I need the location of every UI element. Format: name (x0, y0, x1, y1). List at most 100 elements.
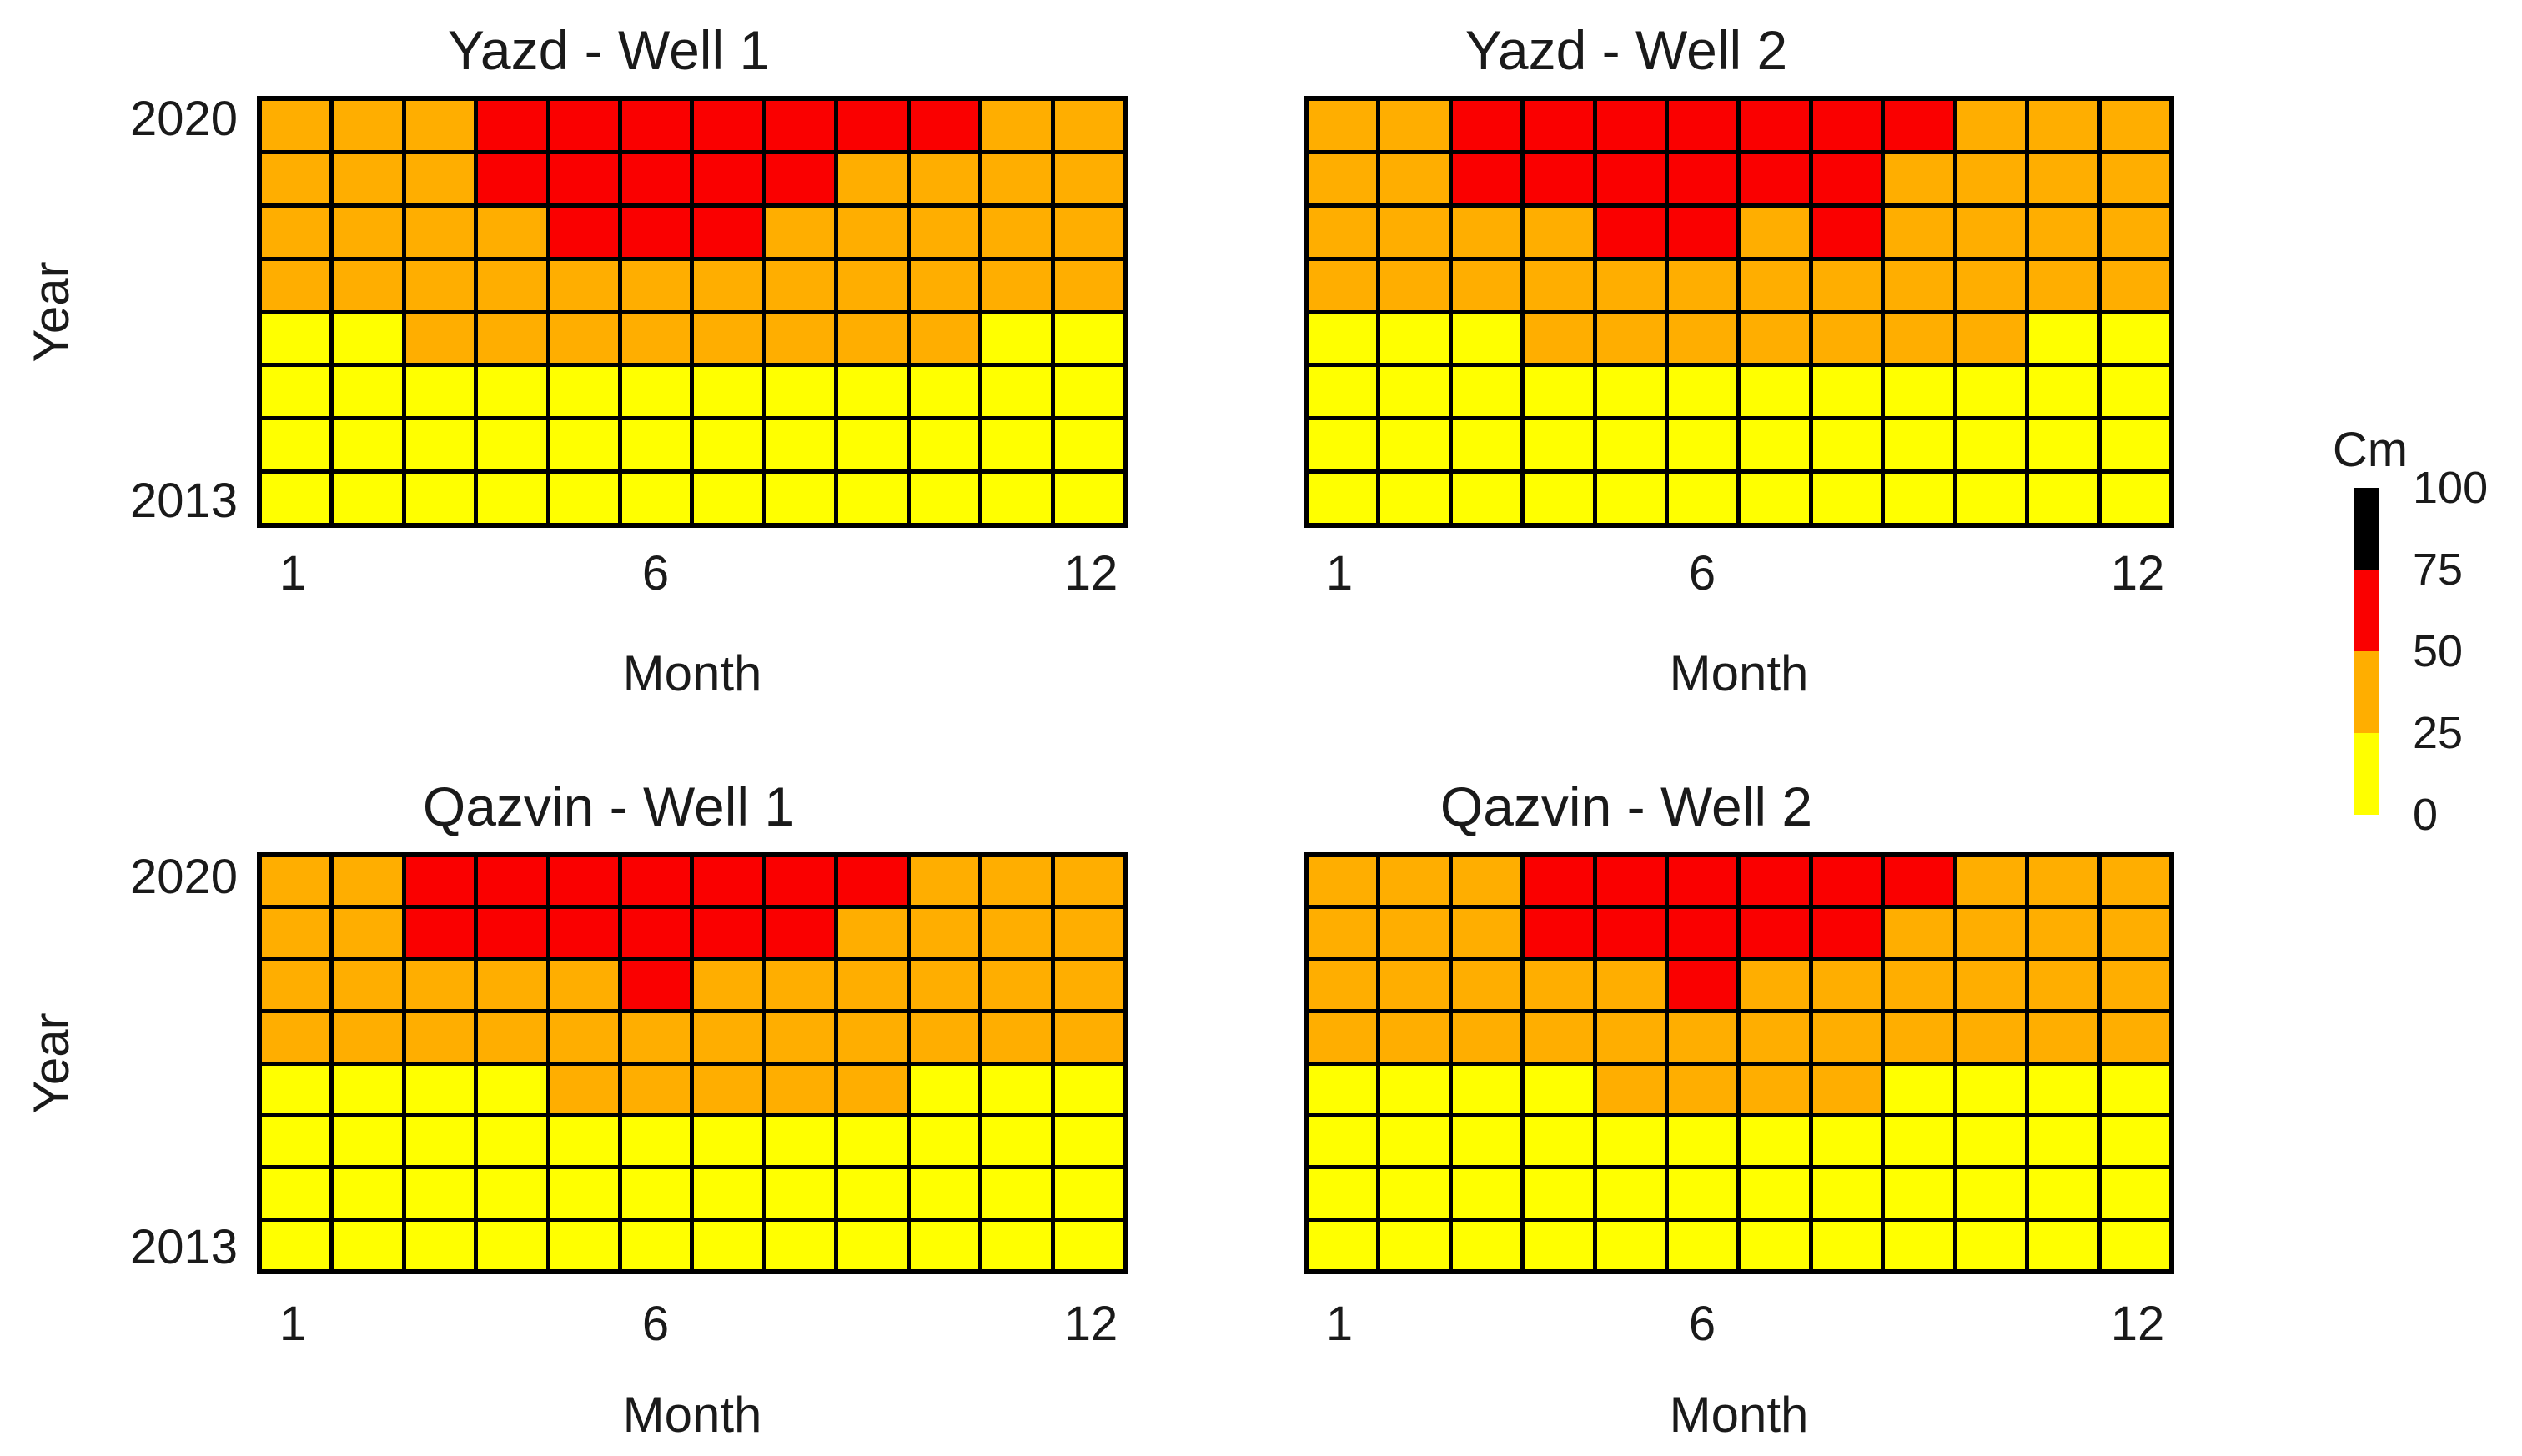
heatmap-cell (1452, 314, 1521, 364)
heatmap-cell (1741, 367, 1809, 417)
heatmap-cell (982, 961, 1051, 1010)
heatmap-cell (1525, 260, 1593, 310)
heatmap-cell (1380, 961, 1449, 1010)
heatmap-cell (262, 101, 330, 150)
y-axis-label-bottom: Year (23, 1012, 79, 1114)
heatmap-cell (1054, 367, 1123, 417)
heatmap-cell (478, 961, 546, 1010)
legend-segment-yellow (2354, 733, 2379, 815)
heatmap-cell (262, 857, 330, 906)
heatmap-cell (1812, 1221, 1881, 1269)
x-tick-12-bl: 12 (1063, 1297, 1118, 1351)
heatmap-cell (1957, 207, 2026, 257)
heatmap-cell (262, 367, 330, 417)
heatmap-cell (2029, 909, 2097, 957)
heatmap-cell (1812, 1013, 1881, 1062)
heatmap-cell (910, 474, 979, 523)
heatmap-cell (478, 1013, 546, 1062)
heatmap-cell (1957, 909, 2026, 957)
heatmap-cell (766, 420, 835, 470)
heatmap-cell (1596, 857, 1665, 906)
heatmap-cell (1669, 420, 1737, 470)
heatmap-cell (2101, 1065, 2169, 1113)
y-tick-2013-bottom: 2013 (129, 1220, 238, 1274)
heatmap-cell (1380, 1221, 1449, 1269)
x-tick-1-bl: 1 (279, 1297, 307, 1351)
heatmap-cell (1525, 207, 1593, 257)
heatmap-cell (478, 260, 546, 310)
heatmap-cell (1885, 314, 1953, 364)
heatmap-cell (766, 1169, 835, 1218)
heatmap-cell (838, 961, 907, 1010)
heatmap-cell (1741, 1013, 1809, 1062)
heatmap-cell (1380, 1013, 1449, 1062)
x-axis-label-tr: Month (1669, 645, 1809, 701)
panel-title-qazvin-well-1: Qazvin - Well 1 (422, 776, 796, 837)
heatmap-cell (1452, 1221, 1521, 1269)
heatmap-cell (1054, 909, 1123, 957)
heatmap-cell (405, 367, 475, 417)
heatmap-cell (1309, 1013, 1377, 1062)
heatmap-cell (982, 1221, 1051, 1269)
heatmap-cell (1812, 1065, 1881, 1113)
heatmap-cell (1309, 1169, 1377, 1218)
heatmap-cell (982, 1013, 1051, 1062)
heatmap-cell (838, 207, 907, 257)
heatmap-cell (910, 1065, 979, 1113)
heatmap-cell (334, 367, 402, 417)
heatmap-cell (334, 1065, 402, 1113)
heatmap-cell (1525, 153, 1593, 203)
heatmap-cell (622, 909, 691, 957)
heatmap-cell (1054, 420, 1123, 470)
heatmap-cell (2101, 857, 2169, 906)
heatmap-cell (622, 1117, 691, 1166)
heatmap-cell (262, 1221, 330, 1269)
heatmap-cell (334, 101, 402, 150)
heatmap-cell (1309, 474, 1377, 523)
heatmap-cell (1957, 961, 2026, 1010)
heatmap-cell (2029, 857, 2097, 906)
heatmap-cell (262, 1117, 330, 1166)
heatmap-cell (478, 1065, 546, 1113)
heatmap-cell (1596, 101, 1665, 150)
heatmap-cell (982, 474, 1051, 523)
heatmap-cell (1452, 961, 1521, 1010)
heatmap-cell (1596, 961, 1665, 1010)
heatmap-cell (1054, 153, 1123, 203)
heatmap-cell (550, 420, 619, 470)
heatmap-cell (1885, 857, 1953, 906)
heatmap-cell (1596, 260, 1665, 310)
heatmap-cell (622, 1221, 691, 1269)
heatmap-cell (1452, 909, 1521, 957)
legend-segment-black (2354, 488, 2379, 570)
heatmap-cell (2101, 961, 2169, 1010)
heatmap-cell (910, 101, 979, 150)
heatmap-cell (334, 1117, 402, 1166)
heatmap-cell (910, 857, 979, 906)
heatmap-cell (1596, 1117, 1665, 1166)
heatmap-grid-qazvin-well-2 (1304, 852, 2174, 1274)
heatmap-grid-yazd-well-2 (1304, 96, 2174, 528)
heatmap-cell (334, 857, 402, 906)
heatmap-cell (910, 367, 979, 417)
heatmap-cell (694, 207, 762, 257)
heatmap-cell (1957, 474, 2026, 523)
heatmap-cell (1309, 367, 1377, 417)
heatmap-cell (2101, 1117, 2169, 1166)
heatmap-cell (1309, 961, 1377, 1010)
heatmap-cell (405, 1117, 475, 1166)
heatmap-cell (1741, 101, 1809, 150)
heatmap-cell (1812, 314, 1881, 364)
heatmap-cell (2029, 367, 2097, 417)
heatmap-cell (1669, 1065, 1737, 1113)
heatmap-cell (982, 909, 1051, 957)
heatmap-cell (1452, 1013, 1521, 1062)
heatmap-cell (1525, 1117, 1593, 1166)
heatmap-cell (838, 474, 907, 523)
heatmap-cell (1885, 367, 1953, 417)
heatmap-cell (1741, 420, 1809, 470)
heatmap-cell (405, 1065, 475, 1113)
heatmap-cell (694, 314, 762, 364)
heatmap-cell (478, 1169, 546, 1218)
heatmap-cell (2101, 367, 2169, 417)
